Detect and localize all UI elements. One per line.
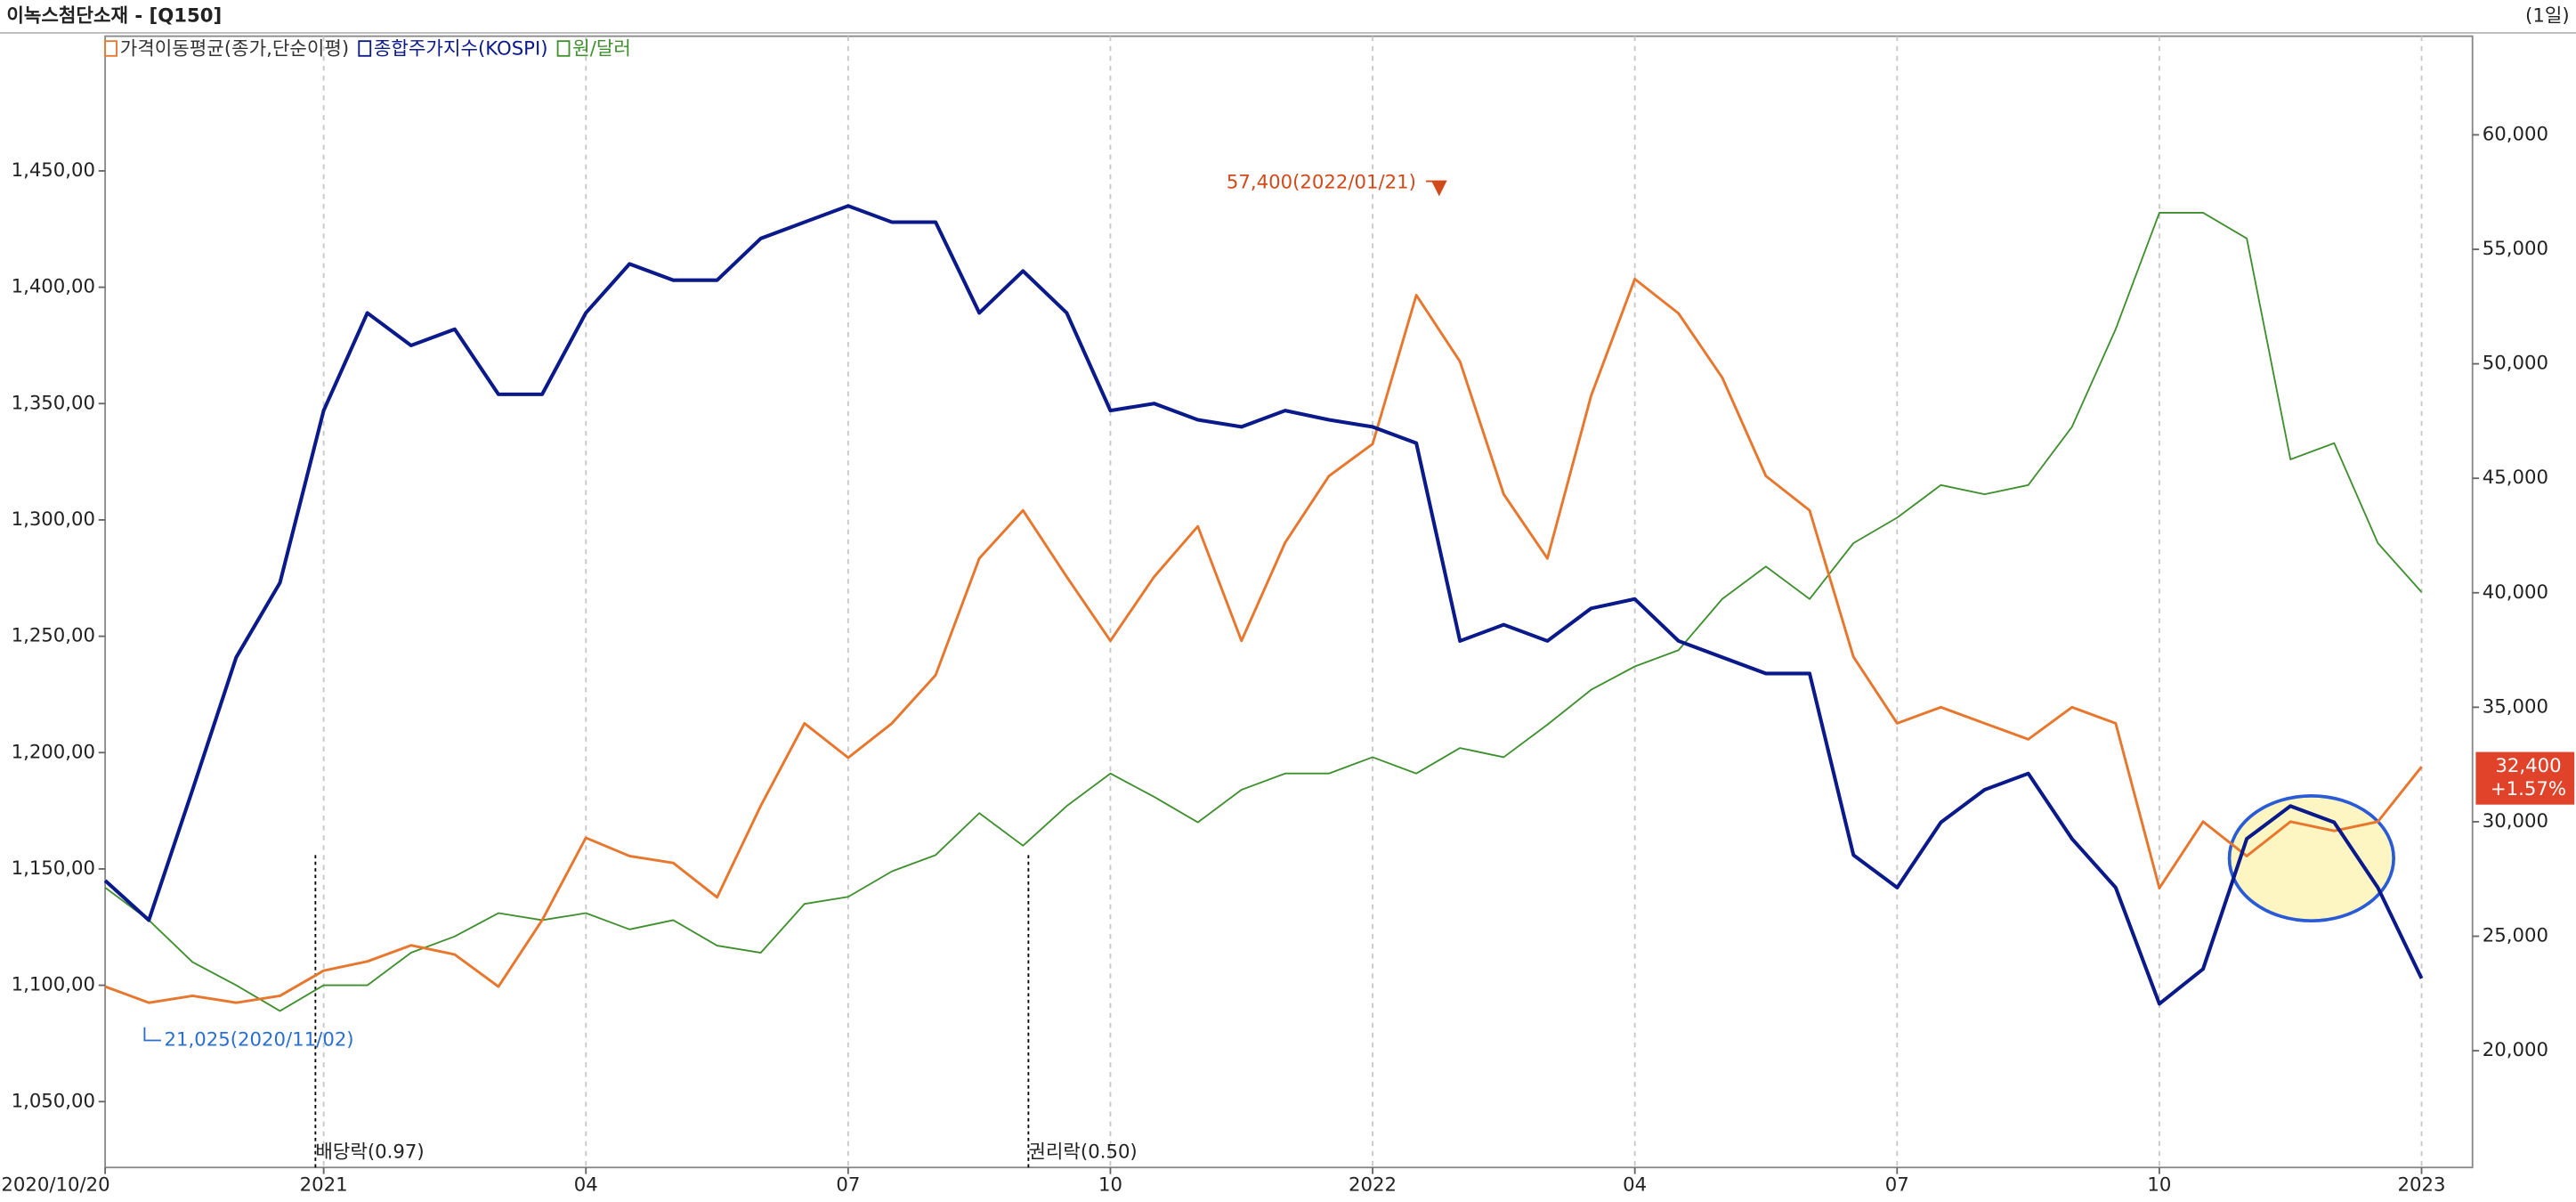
x-tick-label: 2023 bbox=[2398, 1174, 2446, 1197]
legend-swatch bbox=[556, 40, 571, 57]
series-line bbox=[104, 277, 2423, 1004]
y-tick-label: 1,050,00 bbox=[12, 1090, 95, 1112]
x-tick-label: 2021 bbox=[300, 1174, 348, 1197]
series-line bbox=[103, 204, 2424, 1006]
event-label: 배당락(0.97) bbox=[315, 1141, 424, 1164]
high-label: 57,400(2022/01/21) bbox=[1227, 171, 1416, 193]
event-label: 권리락(0.50) bbox=[1028, 1141, 1137, 1164]
legend-label: 종합주가지수(KOSPI) bbox=[374, 37, 548, 60]
y2-tick-label: 50,000 bbox=[2483, 353, 2548, 375]
x-tick-label: 07 bbox=[1885, 1174, 1909, 1197]
x-tick-label: 10 bbox=[1098, 1174, 1122, 1197]
y-tick-label: 1,100,00 bbox=[12, 974, 95, 996]
y-tick-label: 1,350,00 bbox=[12, 392, 95, 414]
y2-tick-label: 60,000 bbox=[2483, 123, 2548, 145]
legend-label: 가격이동평균(종가,단순이평) bbox=[120, 37, 349, 60]
y-tick-label: 1,450,00 bbox=[12, 159, 95, 182]
last-change-label: +1.57% bbox=[2491, 778, 2566, 800]
y2-tick-label: 20,000 bbox=[2483, 1039, 2548, 1061]
last-price-badge bbox=[2475, 751, 2575, 805]
legend-label: 원/달러 bbox=[572, 37, 631, 60]
y2-tick-label: 55,000 bbox=[2483, 238, 2548, 260]
low-label: 21,025(2020/11/02) bbox=[165, 1029, 354, 1052]
y2-tick-label: 35,000 bbox=[2483, 695, 2548, 718]
y2-tick-label: 30,000 bbox=[2483, 810, 2548, 832]
legend-swatch bbox=[358, 40, 372, 57]
chart-title: 이녹스첨단소재 - [Q150] bbox=[6, 4, 222, 27]
y2-tick-label: 45,000 bbox=[2483, 467, 2548, 489]
x-tick-label: 2020/10/20 bbox=[1, 1174, 109, 1197]
last-price-label: 32,400 bbox=[2495, 755, 2561, 777]
low-marker bbox=[143, 1027, 161, 1042]
x-tick-label: 07 bbox=[836, 1174, 860, 1197]
y-tick-label: 1,400,00 bbox=[12, 276, 95, 298]
plot-frame bbox=[104, 35, 2474, 1169]
x-tick-label: 04 bbox=[574, 1174, 598, 1197]
x-tick-label: 04 bbox=[1623, 1174, 1647, 1197]
x-tick-label: 2022 bbox=[1349, 1174, 1397, 1197]
period-label: (1일) bbox=[2525, 4, 2570, 27]
y-tick-label: 1,200,00 bbox=[12, 741, 95, 763]
y-tick-label: 1,300,00 bbox=[12, 508, 95, 531]
y-tick-label: 1,150,00 bbox=[12, 857, 95, 880]
legend-swatch bbox=[104, 40, 117, 57]
y-tick-label: 1,250,00 bbox=[12, 625, 95, 647]
x-tick-label: 10 bbox=[2147, 1174, 2171, 1197]
high-marker bbox=[1426, 180, 1447, 197]
y2-tick-label: 25,000 bbox=[2483, 925, 2548, 947]
series-line bbox=[104, 212, 2423, 1012]
y2-tick-label: 40,000 bbox=[2483, 581, 2548, 604]
